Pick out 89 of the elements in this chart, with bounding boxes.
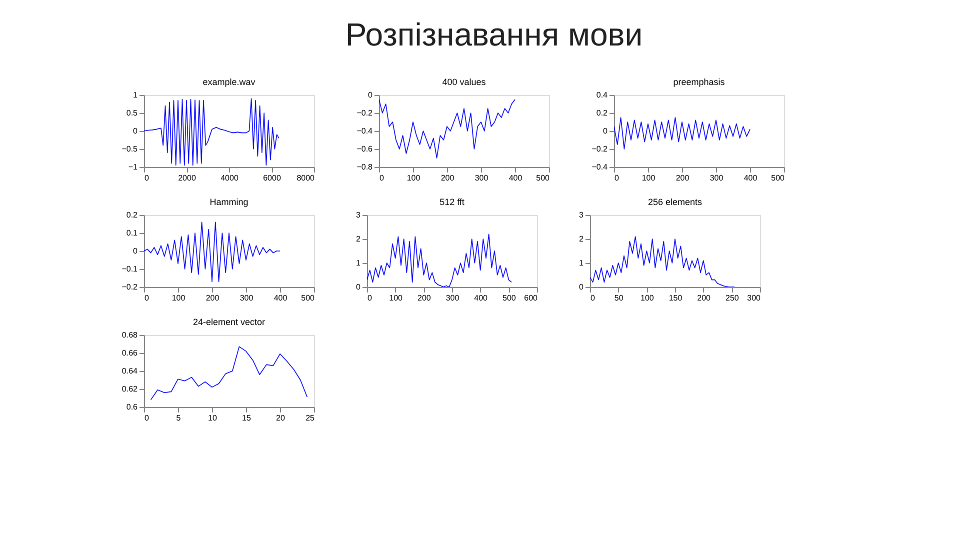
x-tick-label: 400 [274,294,288,302]
y-tick-label: 3 [579,210,584,220]
x-tick-label: 500 [502,294,516,302]
y-tick-label: 0.68 [122,330,138,340]
chart-title: 256 elements [648,197,703,207]
line-series [379,99,516,158]
line-series [367,234,512,287]
y-tick-label: 0 [356,282,362,292]
x-tick-label: 300 [240,294,254,302]
text: Розпізнавання мови [345,16,643,52]
x-tick-label: 250 [725,294,740,302]
x-tick-label: 5 [176,414,182,422]
x-tick-label: 200 [440,174,455,182]
x-tick-label: 0 [144,174,150,182]
y-tick-label: 0.62 [122,384,138,394]
line-series [144,222,280,282]
y-tick-label: 0 [579,282,584,292]
y-tick-label: 0.1 [126,228,138,238]
y-tick-label: −0.2 [356,108,374,118]
x-tick-label: 8000 [296,174,316,182]
x-tick-label: 300 [446,294,460,302]
y-tick-label: −0.4 [356,126,374,136]
y-tick-label: 1 [579,258,584,268]
y-tick-label: 0.2 [596,108,608,118]
y-tick-label: 0.6 [126,402,138,412]
x-tick-label: 50 [614,294,624,302]
x-tick-label: 400 [744,174,758,182]
chart-title: preemphasis [673,77,726,87]
x-tick-label: 500 [301,294,316,302]
x-tick-label: 300 [710,174,724,182]
x-tick-label: 150 [668,294,683,302]
y-tick-label: 3 [356,210,362,220]
x-tick-label: 300 [747,294,762,302]
x-tick-label: 100 [406,174,421,182]
y-tick-label: 0 [368,90,374,100]
chart-title: example.wav [202,77,256,87]
y-tick-label: −0.6 [356,144,374,154]
x-tick-label: 0 [614,174,620,182]
x-tick-label: 2000 [178,174,196,182]
x-tick-label: 200 [697,294,712,302]
x-tick-label: 500 [771,174,786,182]
y-tick-label: −0.5 [122,144,138,154]
y-tick-label: 2 [579,234,584,244]
x-tick-label: 0 [380,174,384,182]
y-tick-label: −0.2 [592,144,608,154]
x-tick-label: 4000 [220,174,239,182]
y-tick-label: 2 [356,234,362,244]
line-series [590,236,735,287]
y-tick-label: 0.66 [122,348,138,358]
x-tick-label: 400 [508,174,523,182]
y-tick-label: −0.1 [122,264,138,274]
line-series [150,346,308,400]
x-tick-label: 100 [389,294,404,302]
x-tick-label: 200 [206,294,220,302]
x-tick-label: 300 [474,174,489,182]
x-tick-label: 600 [524,294,538,302]
x-tick-label: 500 [536,174,550,182]
y-tick-label: −0.4 [592,162,608,172]
x-tick-label: 400 [474,294,488,302]
x-tick-label: 200 [676,174,690,182]
x-tick-label: 25 [306,414,316,422]
chart-title: 24-element vector [192,317,266,327]
x-tick-label: 100 [640,294,654,302]
y-tick-label: 0 [133,246,138,256]
y-tick-label: 0 [603,126,608,136]
x-tick-label: 10 [208,414,218,422]
x-tick-label: 100 [642,174,656,182]
y-tick-label: 0.4 [596,90,608,100]
y-tick-label: 1 [356,258,362,268]
x-tick-label: 15 [242,414,252,422]
x-tick-label: 6000 [263,174,282,182]
x-tick-label: 20 [276,414,286,422]
y-tick-label: 1 [133,90,138,100]
x-tick-label: 0 [144,294,150,302]
x-tick-label: 0 [144,414,150,422]
y-tick-label: 0 [133,126,138,136]
y-tick-label: 0.64 [122,366,138,376]
line-series [144,98,280,166]
x-tick-label: 100 [172,294,186,302]
line-series [614,117,750,150]
y-tick-label: −0.8 [356,162,374,172]
chart-title: 512 fft [440,197,465,207]
y-tick-label: 0.5 [126,108,138,118]
y-tick-label: −1 [128,162,138,172]
chart-title: 400 values [442,77,486,87]
y-tick-label: −0.2 [122,282,138,292]
x-tick-label: 200 [417,294,432,302]
chart-title: Hamming [210,197,248,207]
y-tick-label: 0.2 [126,210,138,220]
